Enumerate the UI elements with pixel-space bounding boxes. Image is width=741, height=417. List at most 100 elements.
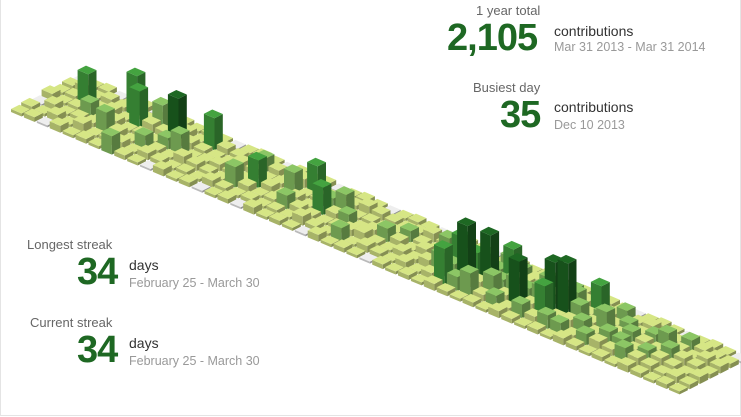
bar-top-face — [227, 186, 247, 196]
day-bar — [170, 125, 190, 156]
bar-top-face — [307, 226, 327, 235]
bar-top-face — [237, 177, 257, 187]
bar-front-face — [49, 121, 61, 133]
bar-top-face — [95, 103, 115, 113]
total-range: Mar 31 2013 - Mar 31 2014 — [554, 40, 706, 54]
bar-side-face — [212, 176, 221, 188]
bar-top-face — [353, 224, 373, 234]
bar-front-face — [333, 243, 345, 253]
bar-top-face — [400, 222, 419, 232]
bar-top-face — [256, 208, 275, 217]
bar-top-face — [11, 104, 30, 114]
day-bar — [369, 245, 389, 259]
bar-side-face — [395, 217, 404, 227]
bar-front-face — [462, 298, 474, 308]
bar-top-face — [51, 83, 71, 93]
bar-top-face — [423, 225, 443, 234]
bar-front-face — [260, 182, 272, 194]
bar-front-face — [557, 259, 569, 319]
bar-side-face — [248, 182, 257, 194]
total-value: 2,105 — [447, 17, 538, 59]
bar-top-face — [630, 364, 650, 374]
bar-top-face — [356, 191, 375, 201]
bar-side-face — [158, 146, 167, 156]
bar-top-face — [537, 306, 557, 316]
bar-top-face — [80, 94, 100, 104]
busiest-day-stat: Busiest day 35 contributions Dec 10 2013 — [440, 78, 740, 138]
bar-side-face — [676, 372, 686, 384]
bar-top-face — [650, 349, 670, 359]
bar-top-face — [668, 382, 688, 392]
day-bar — [129, 82, 149, 129]
bar-side-face — [189, 178, 198, 188]
bar-front-face — [643, 376, 654, 384]
bar-top-face — [485, 287, 505, 296]
bar-side-face — [227, 144, 236, 156]
bar-top-face — [152, 160, 172, 170]
day-bar — [501, 310, 521, 324]
bar-front-face — [668, 386, 680, 395]
day-bar — [488, 302, 508, 319]
bar-top-face — [47, 106, 66, 116]
bar-top-face — [415, 241, 435, 250]
bar-front-face — [237, 181, 249, 194]
longest-unit: days — [129, 257, 159, 273]
bar-side-face — [312, 211, 322, 221]
bar-top-face — [704, 339, 724, 348]
bar-front-face — [514, 321, 525, 329]
bar-top-face — [255, 149, 275, 159]
bar-front-face — [356, 241, 368, 253]
bar-top-face — [699, 365, 719, 375]
bar-top-face — [392, 243, 412, 252]
bar-side-face — [699, 372, 709, 384]
bar-front-face — [88, 141, 99, 150]
bar-side-face — [679, 387, 688, 395]
bar-top-face — [709, 358, 729, 367]
bar-top-face — [239, 144, 259, 154]
day-bar — [260, 177, 280, 194]
bar-top-face — [216, 140, 236, 149]
bar-top-face — [459, 264, 479, 274]
day-bar — [377, 220, 396, 243]
bar-side-face — [447, 287, 456, 297]
bar-top-face — [514, 317, 533, 326]
bar-top-face — [333, 239, 353, 249]
bar-side-face — [602, 352, 611, 362]
bar-side-face — [147, 149, 157, 161]
bar-front-face — [617, 361, 628, 373]
day-bar — [630, 364, 650, 379]
bar-side-face — [191, 139, 200, 151]
day-bar — [216, 140, 236, 156]
bar-top-face — [381, 205, 401, 215]
bar-front-face — [578, 348, 590, 357]
day-bar — [372, 255, 392, 270]
bar-side-face — [380, 249, 389, 259]
bar-top-face — [289, 199, 309, 209]
day-bar — [224, 158, 244, 188]
bar-front-face — [62, 130, 74, 139]
bar-front-face — [307, 230, 319, 242]
bar-top-face — [457, 217, 476, 227]
bar-top-face — [395, 253, 415, 263]
day-bar — [23, 108, 43, 122]
bar-top-face — [656, 375, 675, 385]
bar-top-face — [85, 126, 105, 136]
day-bar — [656, 375, 675, 389]
bar-side-face — [111, 132, 121, 155]
bar-side-face — [640, 369, 650, 379]
bar-top-face — [629, 314, 649, 324]
bar-top-face — [719, 355, 739, 364]
day-bar — [395, 253, 415, 270]
bar-side-face — [258, 156, 267, 189]
day-bar — [346, 246, 366, 259]
bar-front-face — [369, 249, 381, 259]
bar-side-face — [124, 151, 134, 161]
bar-front-face — [152, 165, 164, 177]
bar-top-face — [312, 179, 332, 188]
bar-top-face — [385, 262, 404, 272]
bar-side-face — [666, 380, 675, 389]
bar-top-face — [98, 82, 117, 92]
bar-top-face — [689, 368, 709, 378]
